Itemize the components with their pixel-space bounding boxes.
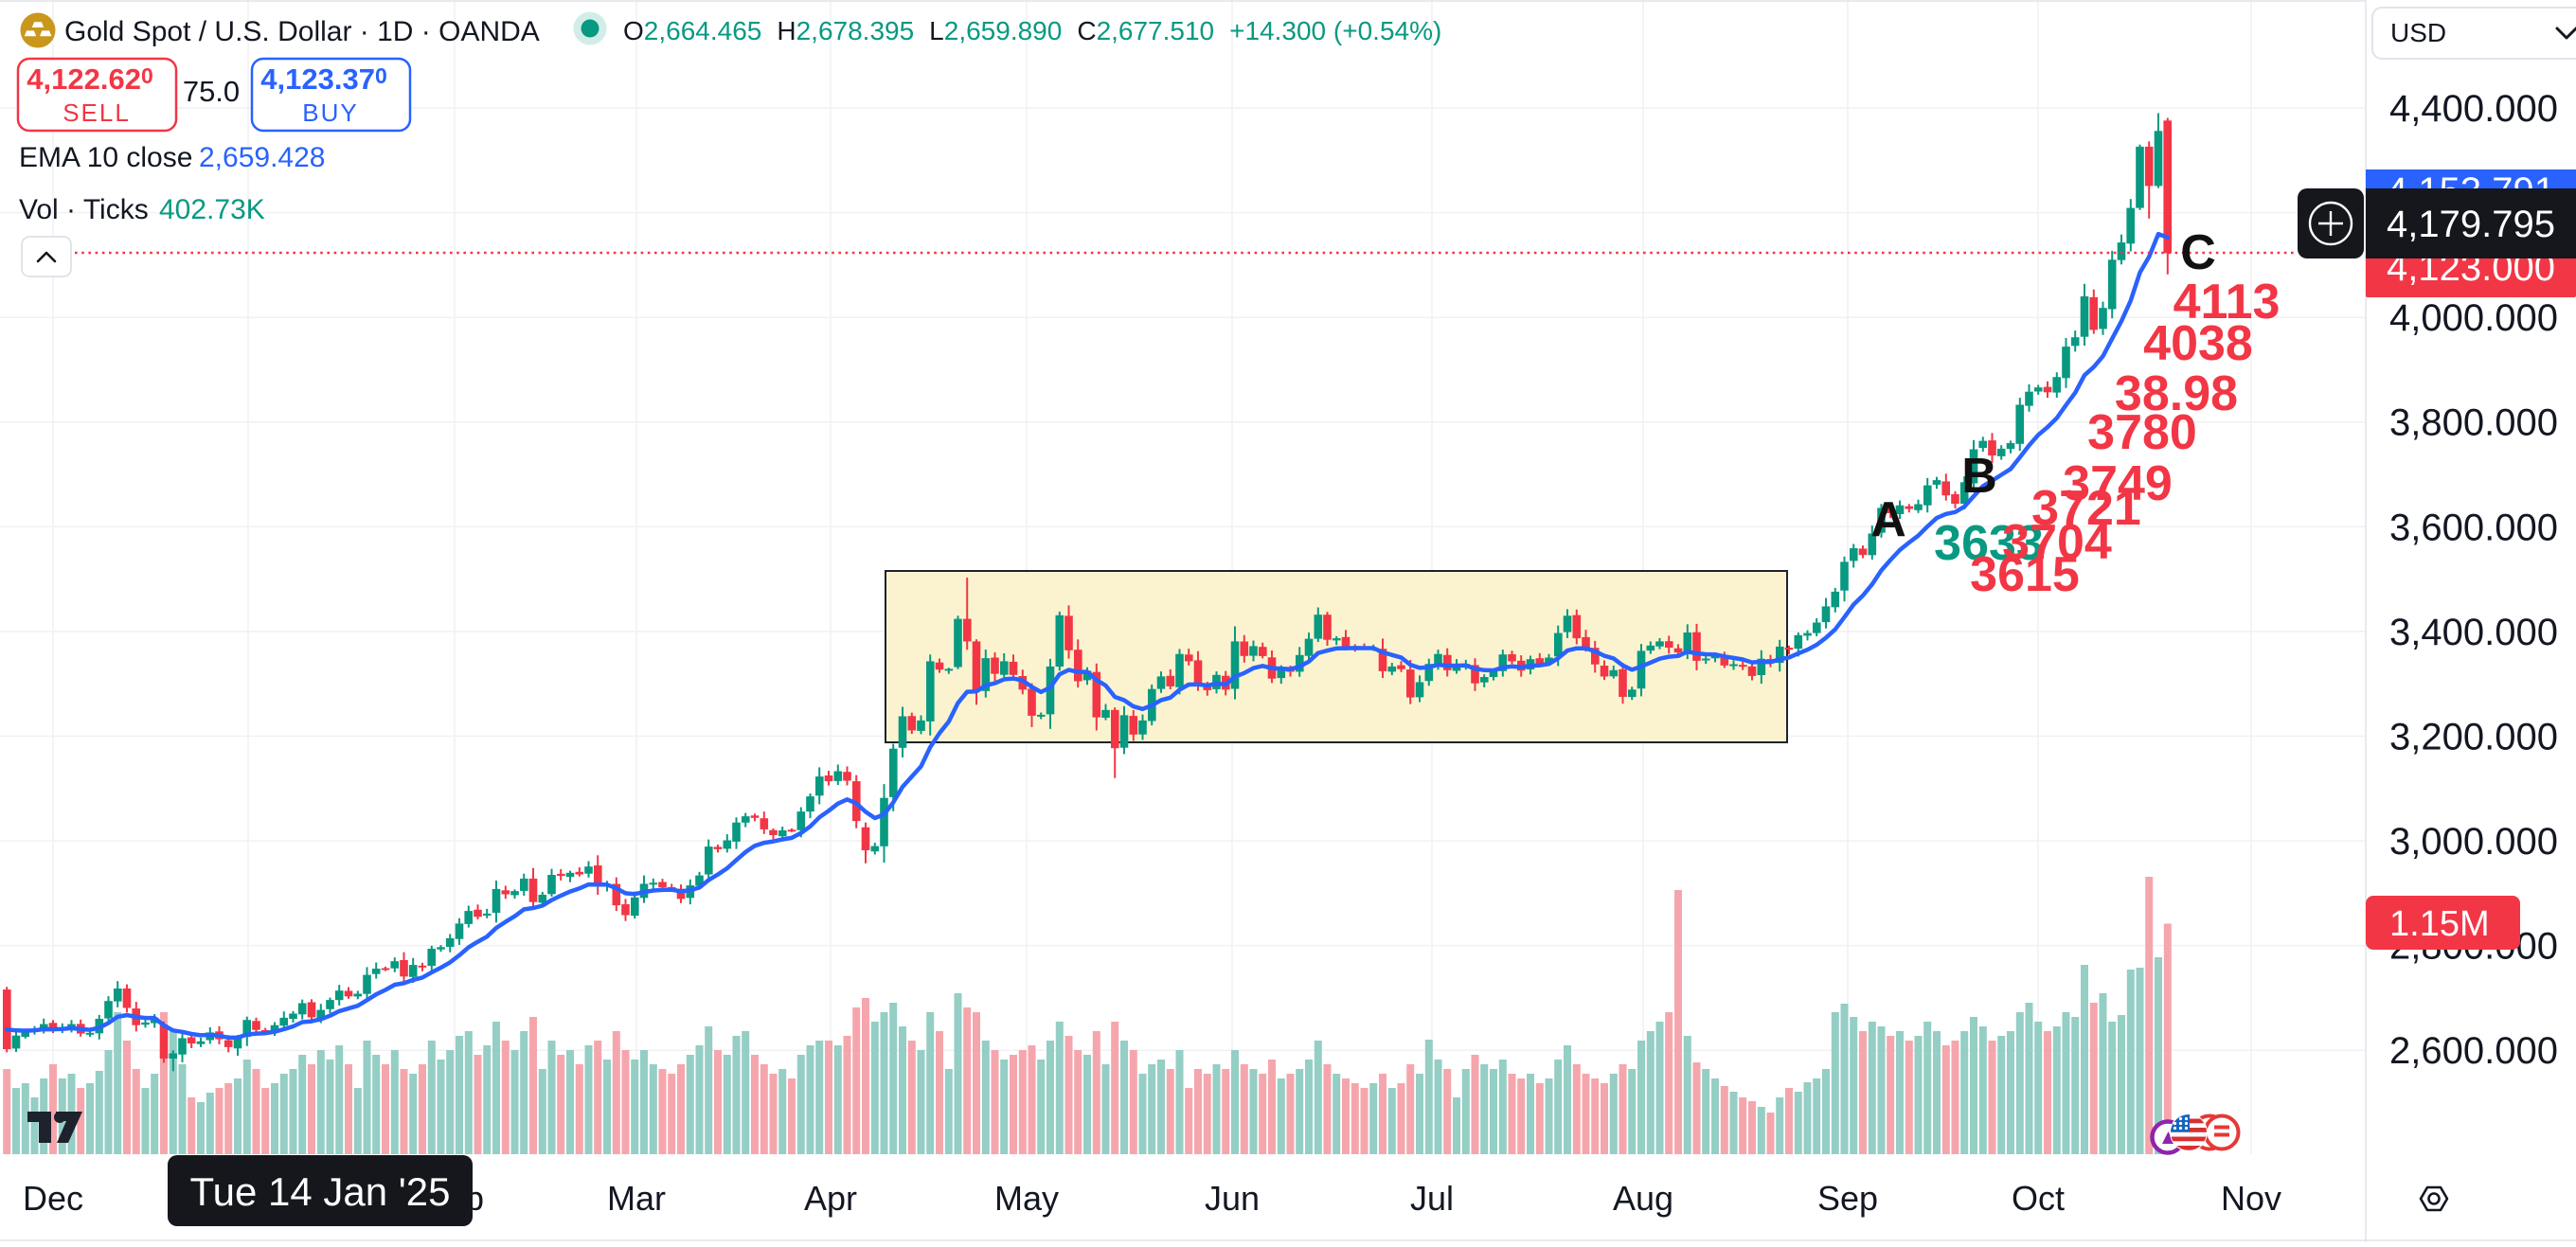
svg-text:3,200.000: 3,200.000	[2389, 717, 2558, 758]
svg-text:May: May	[994, 1179, 1059, 1218]
svg-text:4,400.000: 4,400.000	[2389, 88, 2558, 130]
svg-text:3,800.000: 3,800.000	[2389, 402, 2558, 444]
svg-text:3615: 3615	[1970, 547, 2080, 602]
svg-text:3,000.000: 3,000.000	[2389, 821, 2558, 863]
svg-text:Mar: Mar	[607, 1179, 666, 1218]
svg-text:B: B	[1961, 449, 1997, 504]
svg-text:4,000.000: 4,000.000	[2389, 297, 2558, 339]
svg-text:2,659.428: 2,659.428	[199, 142, 325, 173]
svg-text:3633: 3633	[1934, 516, 2044, 571]
svg-text:2,600.000: 2,600.000	[2389, 1030, 2558, 1072]
svg-text:3749: 3749	[2063, 456, 2173, 511]
svg-text:Dec: Dec	[23, 1179, 83, 1218]
svg-text:Aug: Aug	[1613, 1179, 1673, 1218]
svg-text:3,400.000: 3,400.000	[2389, 612, 2558, 653]
svg-text:Sep: Sep	[1817, 1179, 1878, 1218]
svg-text:EMA 10 close: EMA 10 close	[19, 142, 192, 173]
svg-text:3704: 3704	[2002, 515, 2112, 570]
svg-text:Vol · Ticks: Vol · Ticks	[19, 194, 149, 225]
svg-text:402.73K: 402.73K	[159, 194, 265, 225]
svg-text:SELL: SELL	[63, 98, 131, 127]
svg-text:C: C	[2180, 225, 2216, 280]
svg-text:Gold Spot / U.S. Dollar · 1D ·: Gold Spot / U.S. Dollar · 1D · OANDA	[64, 16, 540, 47]
svg-text:4,123.370: 4,123.370	[260, 62, 386, 96]
svg-text:1.15M: 1.15M	[2389, 904, 2490, 944]
svg-text:38.98: 38.98	[2115, 366, 2238, 421]
svg-text:4,179.795: 4,179.795	[2387, 204, 2555, 245]
svg-text:USD: USD	[2390, 18, 2446, 47]
svg-text:4,122.620: 4,122.620	[27, 62, 152, 96]
svg-text:4038: 4038	[2143, 316, 2253, 371]
svg-text:BUY: BUY	[302, 98, 358, 127]
svg-text:4113: 4113	[2174, 275, 2281, 330]
svg-text:3780: 3780	[2087, 405, 2197, 460]
svg-text:Nov: Nov	[2221, 1179, 2281, 1218]
svg-text:Oct: Oct	[2012, 1179, 2065, 1218]
svg-text:Jul: Jul	[1410, 1179, 1454, 1218]
svg-text:3,600.000: 3,600.000	[2389, 507, 2558, 548]
svg-text:A: A	[1870, 492, 1906, 547]
svg-text:Jun: Jun	[1205, 1179, 1260, 1218]
svg-text:Apr: Apr	[804, 1179, 857, 1218]
svg-text:Tue 14 Jan '25: Tue 14 Jan '25	[190, 1169, 451, 1214]
svg-text:3721: 3721	[2031, 481, 2141, 536]
svg-text:75.0: 75.0	[183, 75, 240, 108]
